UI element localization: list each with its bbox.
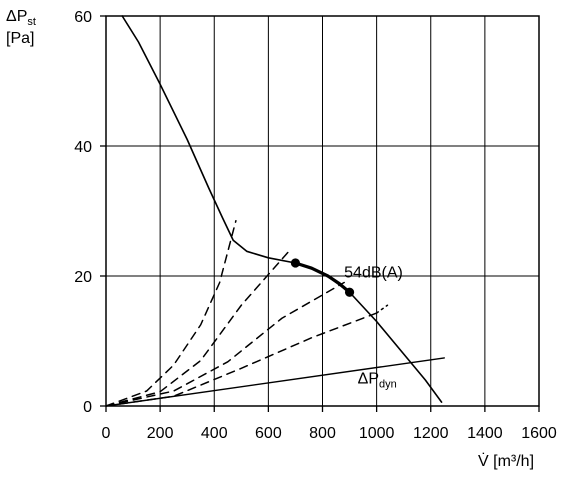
dynamic-pressure-label: ΔPdyn — [358, 370, 397, 390]
markers — [290, 258, 355, 297]
marker-2 — [344, 287, 355, 297]
tick-labels: 0 200 400 600 800 1000 1200 1400 1600 0 20 40 60 — [74, 9, 557, 442]
x-tick-label: 200 — [147, 425, 174, 442]
curves — [105, 15, 445, 407]
x-tick-label: 1200 — [413, 425, 449, 442]
y-tick-label: 0 — [83, 399, 92, 416]
dynamic-pressure-label-main: ΔP — [358, 370, 379, 387]
x-axis-label: V̇ [m³/h] — [478, 452, 534, 470]
series-6-dashed — [105, 312, 378, 407]
series-1-bold — [293, 261, 352, 294]
y-axis-label-sub: st — [27, 16, 36, 28]
noise-level-label: 54dB(A) — [344, 264, 403, 281]
y-axis-unit: [Pa] — [6, 30, 34, 47]
y-tick-label: 40 — [74, 139, 92, 156]
x-tick-label: 1000 — [359, 425, 395, 442]
grid — [100, 15, 540, 412]
x-tick-label: 0 — [102, 425, 111, 442]
series-0-solid — [121, 15, 443, 403]
y-axis-label: ΔPst — [6, 8, 36, 28]
x-tick-label: 1600 — [521, 425, 557, 442]
y-tick-label: 60 — [74, 9, 92, 26]
y-tick-label: 20 — [74, 269, 92, 286]
annotations: 54dB(A) ΔPdyn — [344, 264, 403, 390]
x-tick-label: 600 — [255, 425, 282, 442]
series-3-dashed — [105, 220, 237, 407]
series-7-dotted — [375, 304, 389, 314]
x-tick-label: 1400 — [467, 425, 503, 442]
marker-1 — [290, 258, 301, 268]
series-4-dashed — [105, 249, 291, 407]
y-axis-label-main: ΔP — [6, 8, 27, 25]
dynamic-pressure-label-sub: dyn — [379, 378, 397, 390]
x-tick-label: 800 — [309, 425, 336, 442]
series-5-dashed — [105, 281, 345, 407]
x-tick-label: 400 — [201, 425, 228, 442]
